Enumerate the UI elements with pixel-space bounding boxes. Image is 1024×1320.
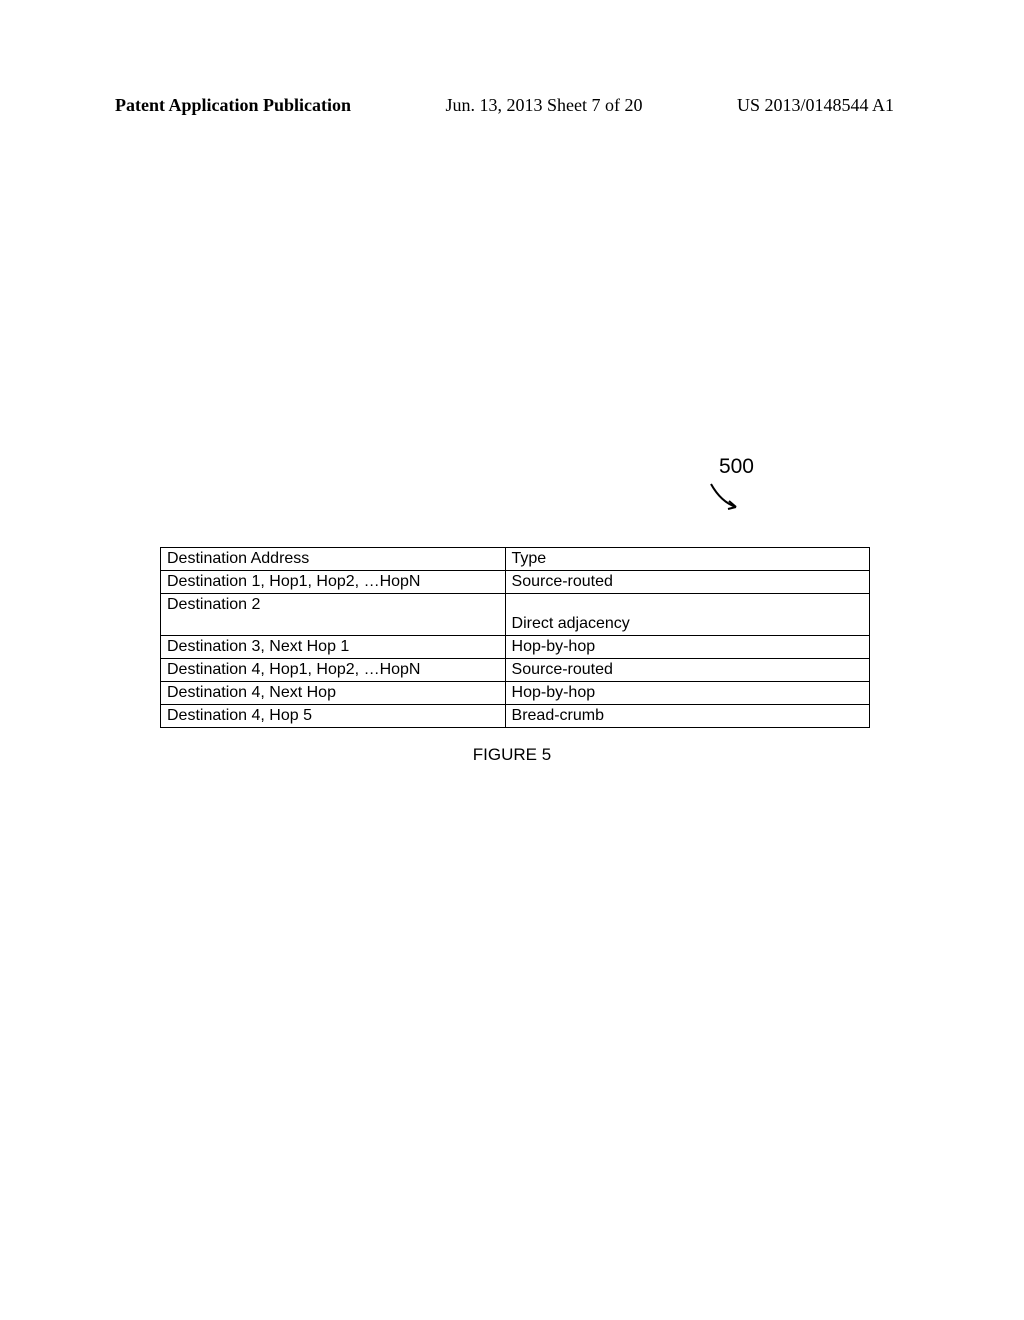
cell-address: Destination 4, Next Hop [161, 682, 506, 705]
cell-address: Destination 3, Next Hop 1 [161, 636, 506, 659]
header-left-text: Patent Application Publication [115, 95, 351, 116]
table-header-row: Destination Address Type [161, 548, 870, 571]
figure-caption: FIGURE 5 [0, 745, 1024, 765]
page-header: Patent Application Publication Jun. 13, … [0, 95, 1024, 116]
cell-type: Source-routed [505, 571, 869, 594]
cell-address: Destination 4, Hop1, Hop2, …HopN [161, 659, 506, 682]
cell-address: Destination 2 [161, 594, 506, 636]
routing-table: Destination Address Type Destination 1, … [160, 547, 870, 728]
cell-type: Hop-by-hop [505, 682, 869, 705]
column-header-address: Destination Address [161, 548, 506, 571]
cell-address: Destination 4, Hop 5 [161, 705, 506, 728]
cell-type: Hop-by-hop [505, 636, 869, 659]
cell-address: Destination 1, Hop1, Hop2, …HopN [161, 571, 506, 594]
cell-type: Direct adjacency [505, 594, 869, 636]
reference-arrow-icon [706, 482, 741, 512]
column-header-type: Type [505, 548, 869, 571]
header-right-text: US 2013/0148544 A1 [737, 95, 894, 116]
header-center-text: Jun. 13, 2013 Sheet 7 of 20 [446, 95, 643, 116]
table-row: Destination 2 Direct adjacency [161, 594, 870, 636]
cell-type: Source-routed [505, 659, 869, 682]
table-row: Destination 3, Next Hop 1 Hop-by-hop [161, 636, 870, 659]
table-row: Destination 1, Hop1, Hop2, …HopN Source-… [161, 571, 870, 594]
table-row: Destination 4, Hop1, Hop2, …HopN Source-… [161, 659, 870, 682]
table-row: Destination 4, Hop 5 Bread-crumb [161, 705, 870, 728]
table-row: Destination 4, Next Hop Hop-by-hop [161, 682, 870, 705]
reference-number: 500 [719, 455, 754, 479]
cell-type: Bread-crumb [505, 705, 869, 728]
